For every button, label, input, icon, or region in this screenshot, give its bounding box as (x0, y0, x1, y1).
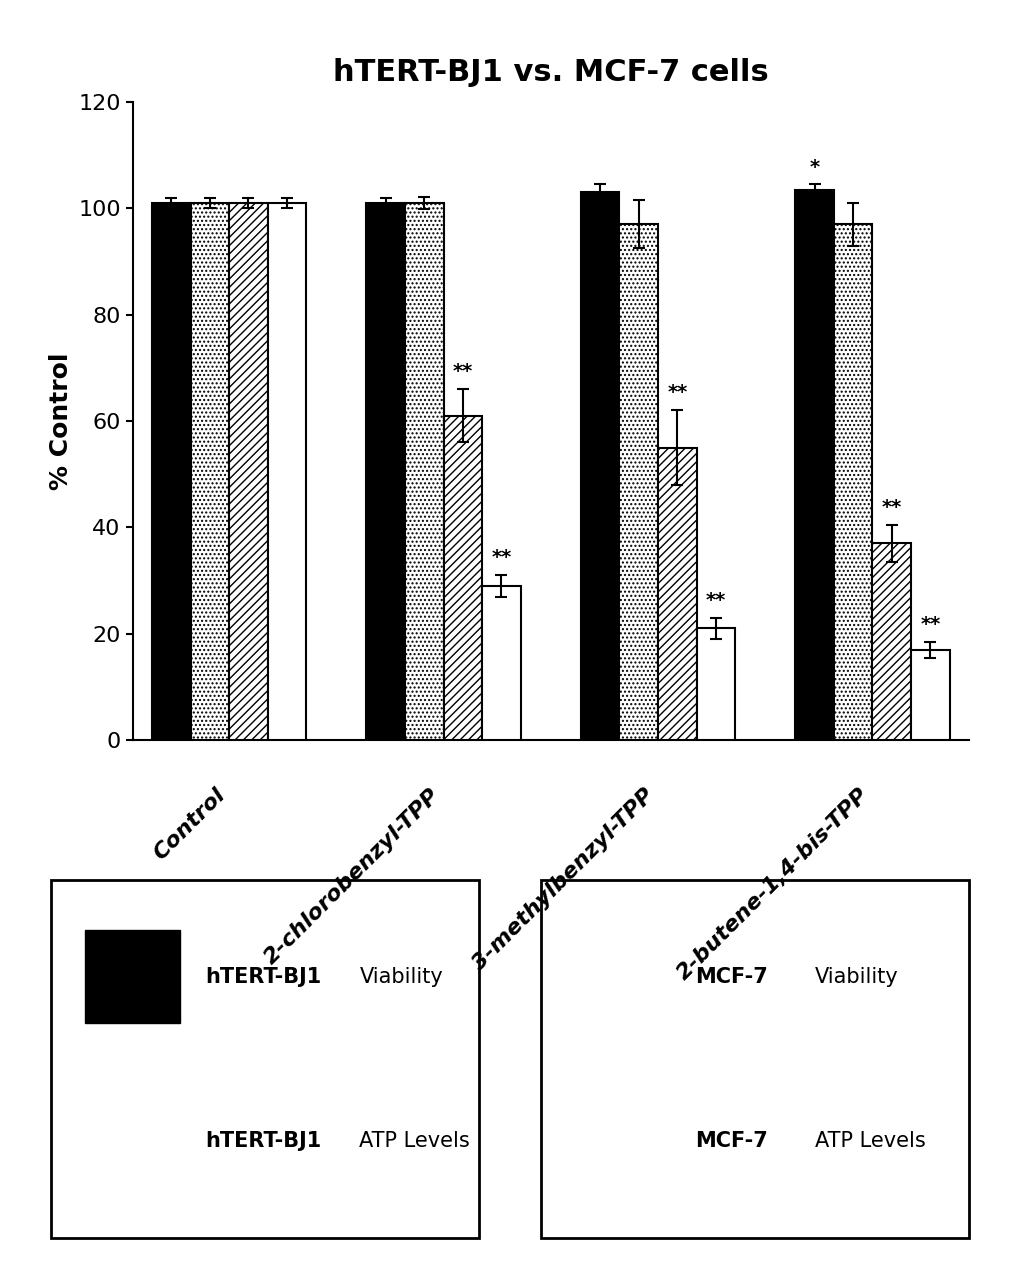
Text: ATP Levels: ATP Levels (814, 1132, 924, 1151)
Text: 3-methylbenzyl-TPP: 3-methylbenzyl-TPP (469, 785, 657, 974)
Text: ATP Levels: ATP Levels (359, 1132, 470, 1151)
Text: 2-chlorobenzyl-TPP: 2-chlorobenzyl-TPP (261, 785, 443, 967)
Text: **: ** (919, 615, 940, 634)
Text: Viability: Viability (359, 967, 443, 986)
Text: 2-butene-1,4-bis-TPP: 2-butene-1,4-bis-TPP (673, 785, 871, 984)
Bar (619, 225, 657, 740)
Bar (575, 1095, 668, 1188)
Bar (580, 193, 619, 740)
Text: **: ** (880, 498, 901, 517)
Title: hTERT-BJ1 vs. MCF-7 cells: hTERT-BJ1 vs. MCF-7 cells (332, 59, 768, 87)
Text: hTERT-BJ1: hTERT-BJ1 (205, 967, 321, 986)
Bar (152, 203, 191, 740)
Text: MCF-7: MCF-7 (694, 1132, 767, 1151)
Bar (443, 416, 482, 740)
Bar (86, 930, 179, 1023)
Bar (696, 629, 735, 740)
Bar (405, 203, 443, 740)
Bar (366, 203, 405, 740)
Bar (575, 930, 668, 1023)
Text: Viability: Viability (814, 967, 898, 986)
Bar (871, 544, 910, 740)
Bar (267, 203, 306, 740)
Bar (482, 586, 521, 740)
Text: **: ** (666, 384, 687, 402)
Bar (795, 190, 834, 740)
Bar (229, 203, 267, 740)
Bar (86, 1095, 179, 1188)
Text: MCF-7: MCF-7 (694, 967, 767, 986)
Bar (834, 225, 871, 740)
Text: hTERT-BJ1: hTERT-BJ1 (205, 1132, 321, 1151)
Y-axis label: % Control: % Control (49, 352, 72, 490)
Text: **: ** (491, 549, 512, 568)
Bar (657, 448, 696, 740)
Text: **: ** (705, 591, 726, 610)
Bar (191, 203, 229, 740)
Bar (910, 649, 949, 740)
Text: *: * (809, 157, 819, 176)
Text: Control: Control (150, 785, 229, 864)
Text: **: ** (452, 362, 473, 382)
